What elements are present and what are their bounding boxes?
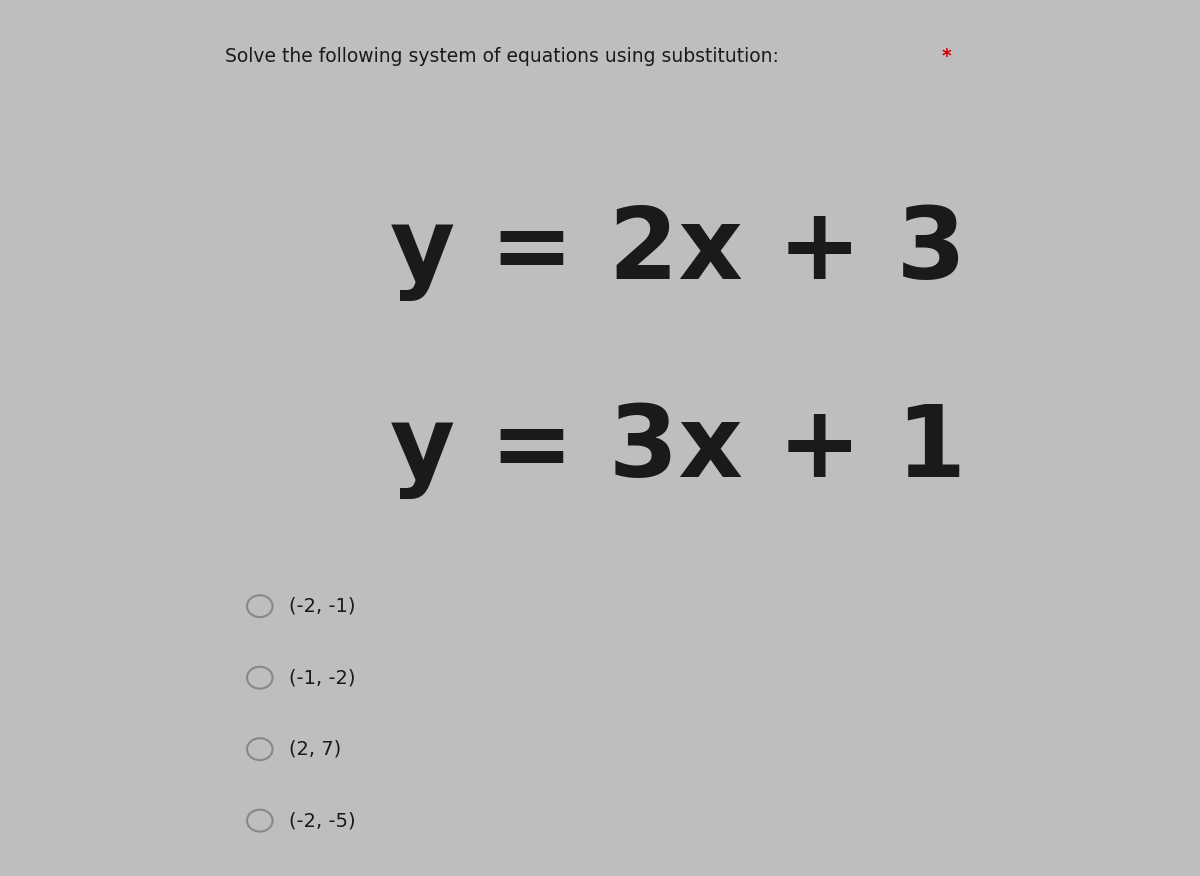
Text: (-2, -1): (-2, -1): [289, 597, 356, 616]
Text: (-1, -2): (-1, -2): [289, 668, 356, 687]
Text: *: *: [942, 47, 952, 66]
Text: Solve the following system of equations using substitution:: Solve the following system of equations …: [226, 47, 785, 66]
Text: y = 3x + 1: y = 3x + 1: [390, 402, 966, 499]
Text: (-2, -5): (-2, -5): [289, 811, 356, 830]
Text: y = 2x + 3: y = 2x + 3: [390, 204, 966, 301]
Text: (2, 7): (2, 7): [289, 739, 342, 759]
